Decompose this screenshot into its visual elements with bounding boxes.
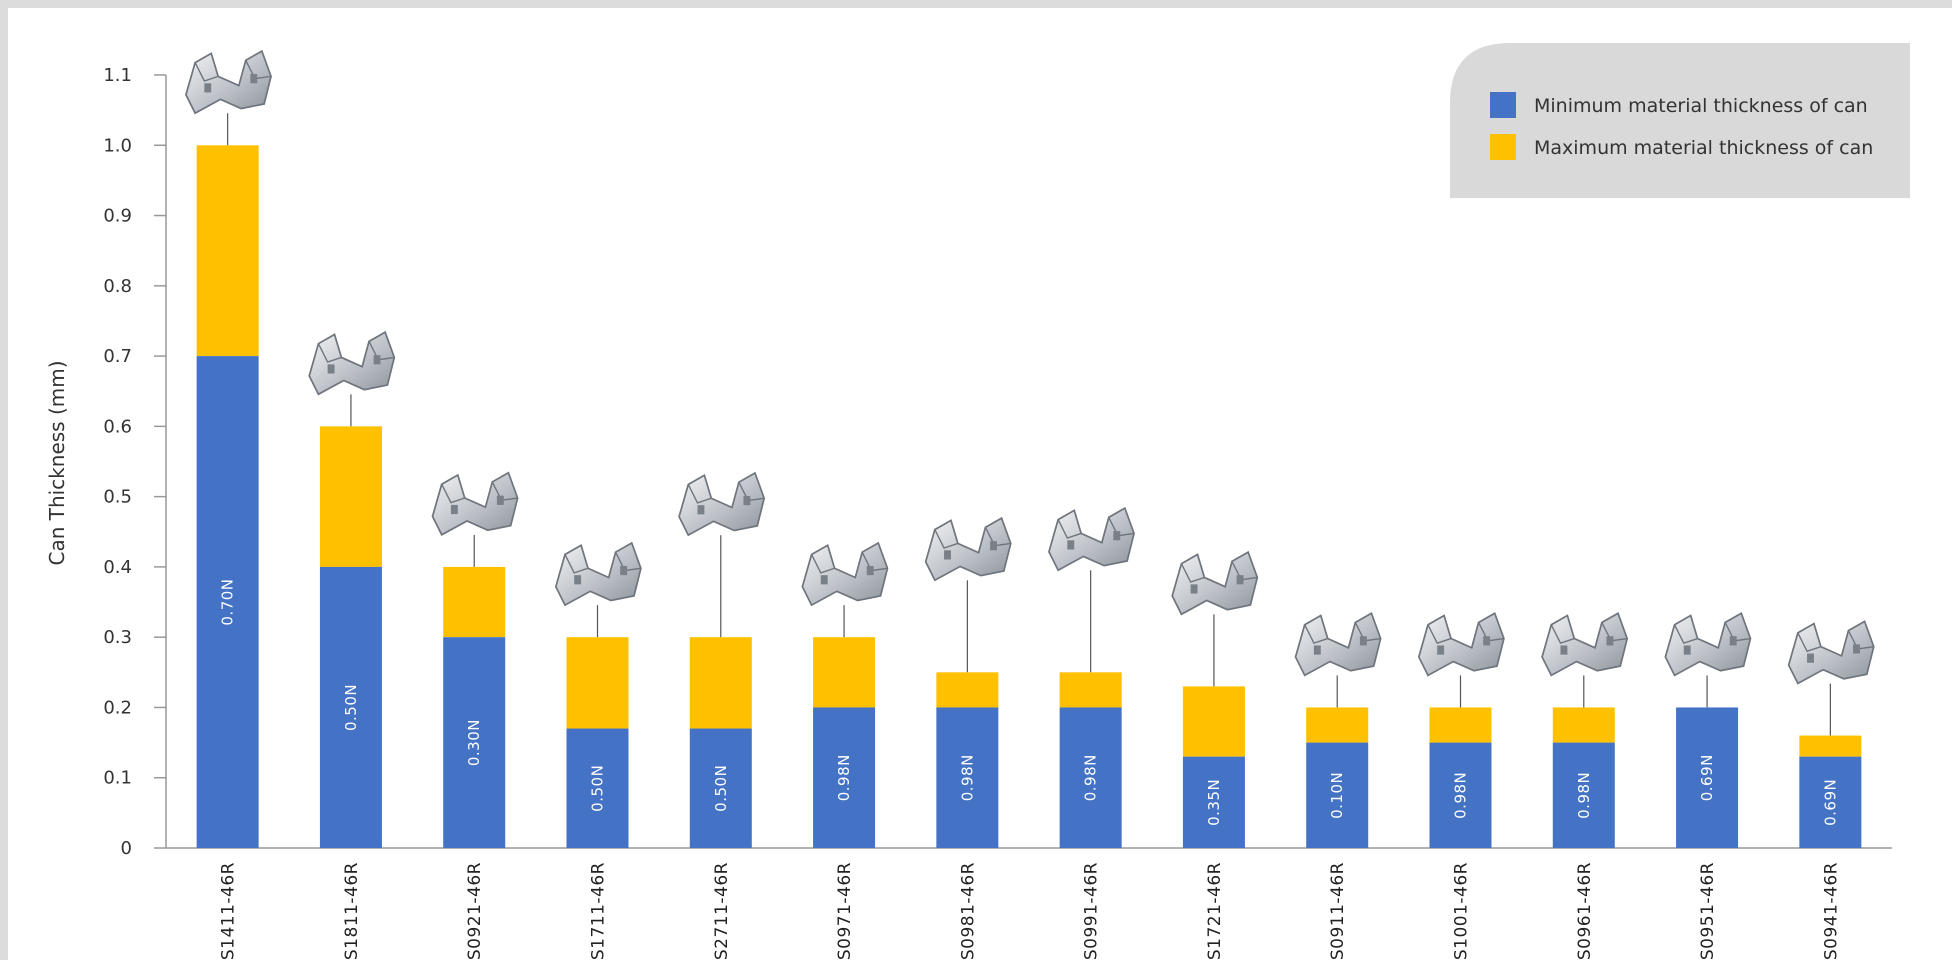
category-label: S1411-46R (219, 862, 239, 960)
bar-value-label: 0.50N (342, 684, 360, 731)
bar-segment-maximum (1306, 707, 1369, 743)
bar-segment-maximum (936, 672, 999, 708)
category-label: S0941-46R (1821, 862, 1841, 960)
bar-value-label: 0.30N (465, 719, 483, 766)
legend-swatch-maximum (1490, 134, 1516, 160)
bar-segment-minimum (936, 707, 999, 848)
bar-segment-maximum (1552, 707, 1615, 743)
legend-background (1450, 43, 1910, 198)
bar-segment-minimum (813, 707, 876, 848)
clip-product-image (678, 472, 766, 536)
bar-segment-minimum (1182, 756, 1245, 848)
y-tick-label: 0.5 (103, 487, 132, 508)
bar-value-label: 0.98N (958, 754, 976, 801)
bar-segment-maximum (196, 145, 259, 357)
bar-value-label: 0.69N (1698, 754, 1716, 801)
category-label: S1001-46R (1452, 862, 1472, 960)
y-tick-label: 0.1 (103, 768, 132, 789)
bar-segment-minimum (196, 356, 259, 848)
category-label: S1711-46R (589, 862, 609, 960)
bar-segment-maximum (1182, 686, 1245, 757)
category-label: S0991-46R (1082, 862, 1102, 960)
category-label: S1811-46R (342, 862, 362, 960)
bar-segment-minimum (1799, 756, 1862, 848)
category-label: S2711-46R (712, 862, 732, 960)
bars (196, 145, 1862, 848)
clip-product-image (1417, 612, 1505, 677)
y-tick-label: 0.8 (103, 276, 132, 297)
category-label: S0921-46R (465, 862, 485, 960)
bar-value-label: 0.98N (1082, 754, 1100, 801)
y-axis-ticks: 0 0.1 0.2 0.3 0.4 0.5 0.6 0.7 0.8 0.9 1.0 1.1 (103, 65, 166, 859)
bar-segment-maximum (689, 637, 752, 729)
bar-value-label: 0.35N (1205, 779, 1223, 826)
bar-value-label: 0.50N (589, 765, 607, 812)
bar-segment-minimum (1429, 742, 1492, 848)
bar-segment-maximum (443, 566, 506, 638)
category-label: S1721-46R (1205, 862, 1225, 960)
bar-value-label: 0.69N (1821, 779, 1839, 826)
bar-value-labels: 0.70N 0.50N 0.30N 0.50N 0.50N 0.98N 0.98N 0.98N… (219, 578, 1840, 825)
legend-label-maximum: Maximum material thickness of can (1534, 137, 1873, 159)
clip-product-image (554, 542, 642, 606)
clip-product-image (1171, 551, 1259, 616)
y-axis-title: Can Thickness (mm) (45, 360, 69, 565)
category-label: S0971-46R (835, 862, 855, 960)
bar-value-label: 0.70N (219, 578, 237, 625)
category-label: S0951-46R (1698, 862, 1718, 960)
category-label: S0911-46R (1328, 862, 1348, 960)
chart-frame: 0 0.1 0.2 0.3 0.4 0.5 0.6 0.7 0.8 0.9 1.0 1.1 Can T… (8, 8, 1952, 960)
clip-product-image (924, 517, 1012, 582)
bar-segment-minimum (1306, 742, 1369, 848)
y-tick-label: 0.3 (103, 627, 132, 648)
clip-connector-lines (227, 113, 1831, 736)
bar-value-label: 0.50N (712, 765, 730, 812)
y-tick-label: 1.1 (103, 65, 132, 86)
clip-product-image (1664, 612, 1752, 677)
bar-segment-maximum (1059, 672, 1122, 708)
bar-segment-minimum (1552, 742, 1615, 848)
clip-product-image (431, 471, 519, 536)
y-tick-label: 0.2 (103, 697, 132, 718)
bar-segment-maximum (1799, 735, 1862, 757)
clip-product-image (185, 50, 272, 115)
category-label: S0961-46R (1575, 862, 1595, 960)
y-tick-label: 0.4 (103, 557, 132, 578)
clip-product-image (308, 331, 396, 396)
y-tick-label: 0.9 (103, 206, 132, 227)
legend-swatch-minimum (1490, 92, 1516, 118)
bar-segment-maximum (1429, 707, 1492, 743)
bar-segment-maximum (319, 426, 382, 567)
bar-value-label: 0.98N (835, 754, 853, 801)
bar-segment-minimum (1676, 707, 1739, 848)
stacked-bar-chart: 0 0.1 0.2 0.3 0.4 0.5 0.6 0.7 0.8 0.9 1.0 1.1 Can T… (45, 43, 1910, 960)
clip-product-image (1787, 620, 1875, 685)
bar-segment-minimum (1059, 707, 1122, 848)
clip-product-image (801, 542, 889, 606)
clip-product-image (1541, 612, 1629, 677)
bar-segment-minimum (566, 728, 629, 848)
legend: Minimum material thickness of can Maximu… (1450, 43, 1910, 198)
bar-segment-minimum (319, 566, 382, 848)
bar-segment-maximum (566, 637, 629, 729)
legend-label-minimum: Minimum material thickness of can (1534, 95, 1868, 117)
y-tick-label: 0.6 (103, 416, 132, 437)
bar-value-label: 0.98N (1575, 772, 1593, 819)
category-labels: S1411-46R S1811-46R S0921-46R S1711-46R S271… (219, 862, 1842, 960)
bar-segment-minimum (443, 637, 506, 848)
clip-product-image (1294, 612, 1382, 677)
y-tick-label: 1.0 (103, 135, 132, 156)
y-tick-label: 0 (121, 838, 132, 859)
clip-product-image (1048, 507, 1135, 572)
y-tick-label: 0.7 (103, 346, 132, 367)
bar-segment-maximum (813, 637, 876, 708)
bar-value-label: 0.98N (1452, 772, 1470, 819)
bar-value-label: 0.10N (1328, 772, 1346, 819)
category-label: S0981-46R (958, 862, 978, 960)
bar-segment-minimum (689, 728, 752, 848)
